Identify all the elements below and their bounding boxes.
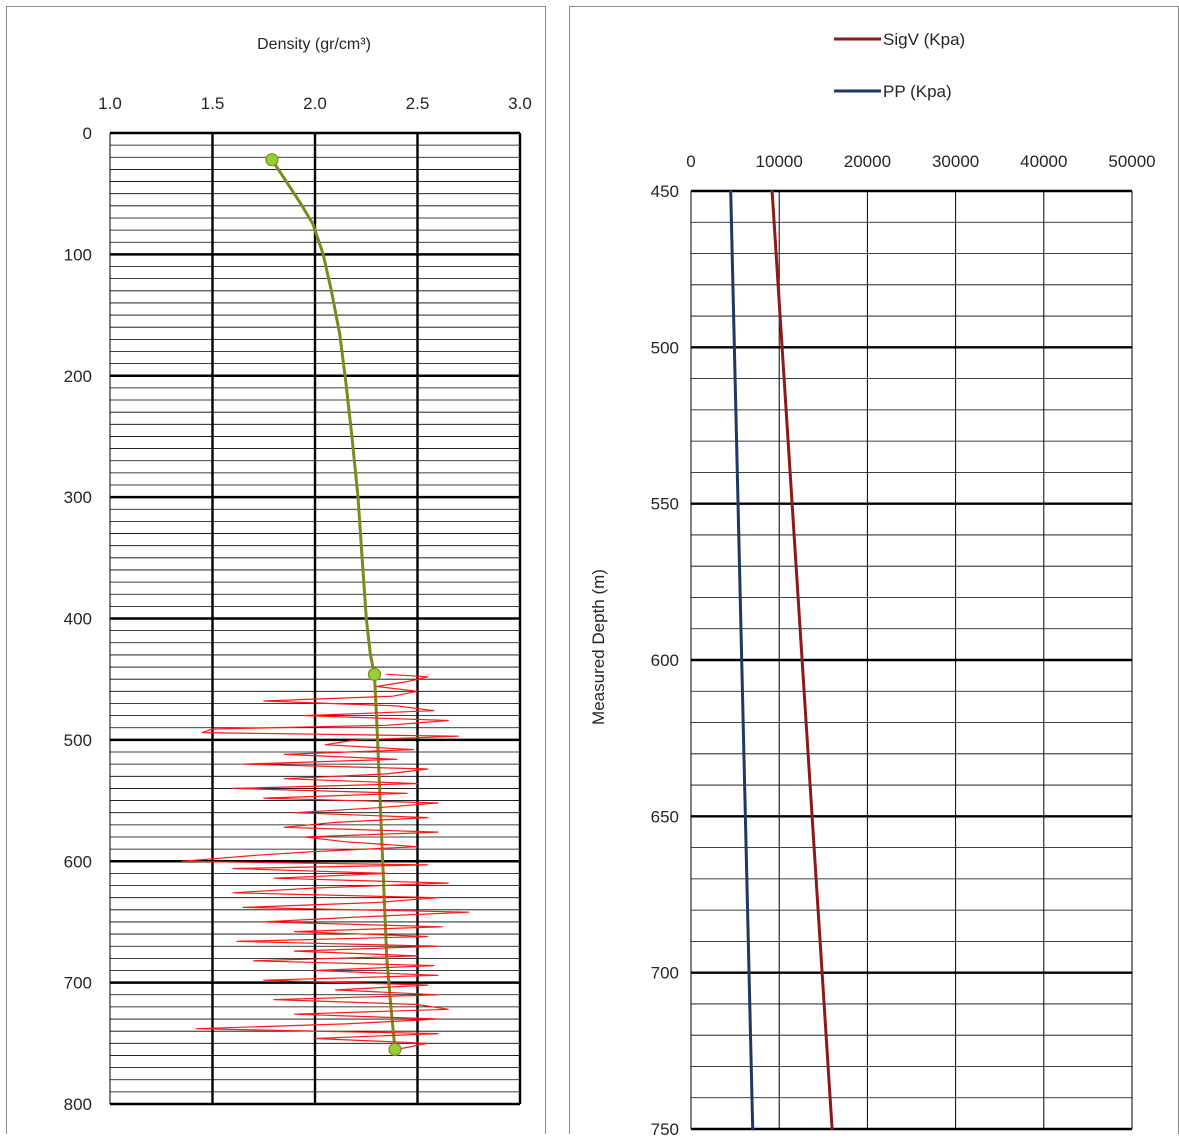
y-tick-label: 550 — [651, 495, 679, 514]
y-tick-label: 700 — [651, 964, 679, 983]
x-tick-label: 2.5 — [406, 94, 430, 113]
pressure-legend: SigV (Kpa) PP (Kpa) — [834, 30, 965, 101]
x-tick-label: 30000 — [932, 152, 979, 171]
x-tick-label: 10000 — [756, 152, 803, 171]
y-tick-label: 650 — [651, 807, 679, 826]
y-tick-label: 300 — [64, 488, 92, 507]
x-tick-label: 0 — [686, 152, 695, 171]
pressure-y-axis-label: Measured Depth (m) — [589, 569, 608, 725]
series-line-1 — [181, 673, 470, 1051]
y-tick-label: 750 — [651, 1120, 679, 1135]
density-series — [181, 153, 470, 1056]
pressure-chart: SigV (Kpa) PP (Kpa) Measured Depth (m) 0… — [589, 30, 1156, 1139]
y-tick-label: 600 — [651, 651, 679, 670]
density-grid — [109, 131, 522, 1106]
y-tick-label: 100 — [64, 245, 92, 264]
y-tick-label: 400 — [64, 610, 92, 629]
y-tick-label: 800 — [64, 1095, 92, 1114]
y-tick-label: 200 — [64, 367, 92, 386]
pressure-grid — [690, 189, 1133, 1131]
x-tick-label: 3.0 — [508, 94, 532, 113]
density-y-ticks: 0 100 200 300 400 500 600 700 800 — [64, 124, 92, 1114]
series-line-0 — [770, 189, 834, 1131]
legend-label-pp: PP (Kpa) — [883, 82, 952, 101]
series-marker — [388, 1042, 402, 1056]
y-tick-label: 450 — [651, 182, 679, 201]
pressure-x-ticks: 0 10000 20000 30000 40000 50000 — [686, 152, 1155, 171]
density-chart-title: Density (gr/cm³) — [257, 36, 371, 53]
x-tick-label: 1.5 — [201, 94, 225, 113]
y-tick-label: 500 — [651, 338, 679, 357]
x-tick-label: 20000 — [844, 152, 891, 171]
x-tick-label: 2.0 — [303, 94, 327, 113]
series-marker — [265, 153, 279, 167]
x-tick-label: 50000 — [1108, 152, 1155, 171]
legend-label-sigv: SigV (Kpa) — [883, 30, 965, 49]
pressure-series — [729, 189, 834, 1131]
series-line-1 — [729, 189, 755, 1131]
y-tick-label: 500 — [64, 731, 92, 750]
y-tick-label: 0 — [83, 124, 92, 143]
density-x-ticks: 1.0 1.5 2.0 2.5 3.0 — [98, 94, 532, 113]
y-tick-label: 600 — [64, 852, 92, 871]
y-tick-label: 700 — [64, 974, 92, 993]
pressure-chart-panel: SigV (Kpa) PP (Kpa) Measured Depth (m) 0… — [569, 6, 1179, 1139]
x-tick-label: 40000 — [1020, 152, 1067, 171]
pressure-y-ticks: 450 500 550 600 650 700 750 — [651, 182, 679, 1139]
density-chart-panel: Density (gr/cm³) 1.0 1.5 2.0 2.5 3.0 0 100 200… — [6, 6, 546, 1134]
series-marker — [367, 667, 382, 681]
density-chart: Density (gr/cm³) 1.0 1.5 2.0 2.5 3.0 0 100 200… — [64, 36, 532, 1114]
x-tick-label: 1.0 — [98, 94, 122, 113]
